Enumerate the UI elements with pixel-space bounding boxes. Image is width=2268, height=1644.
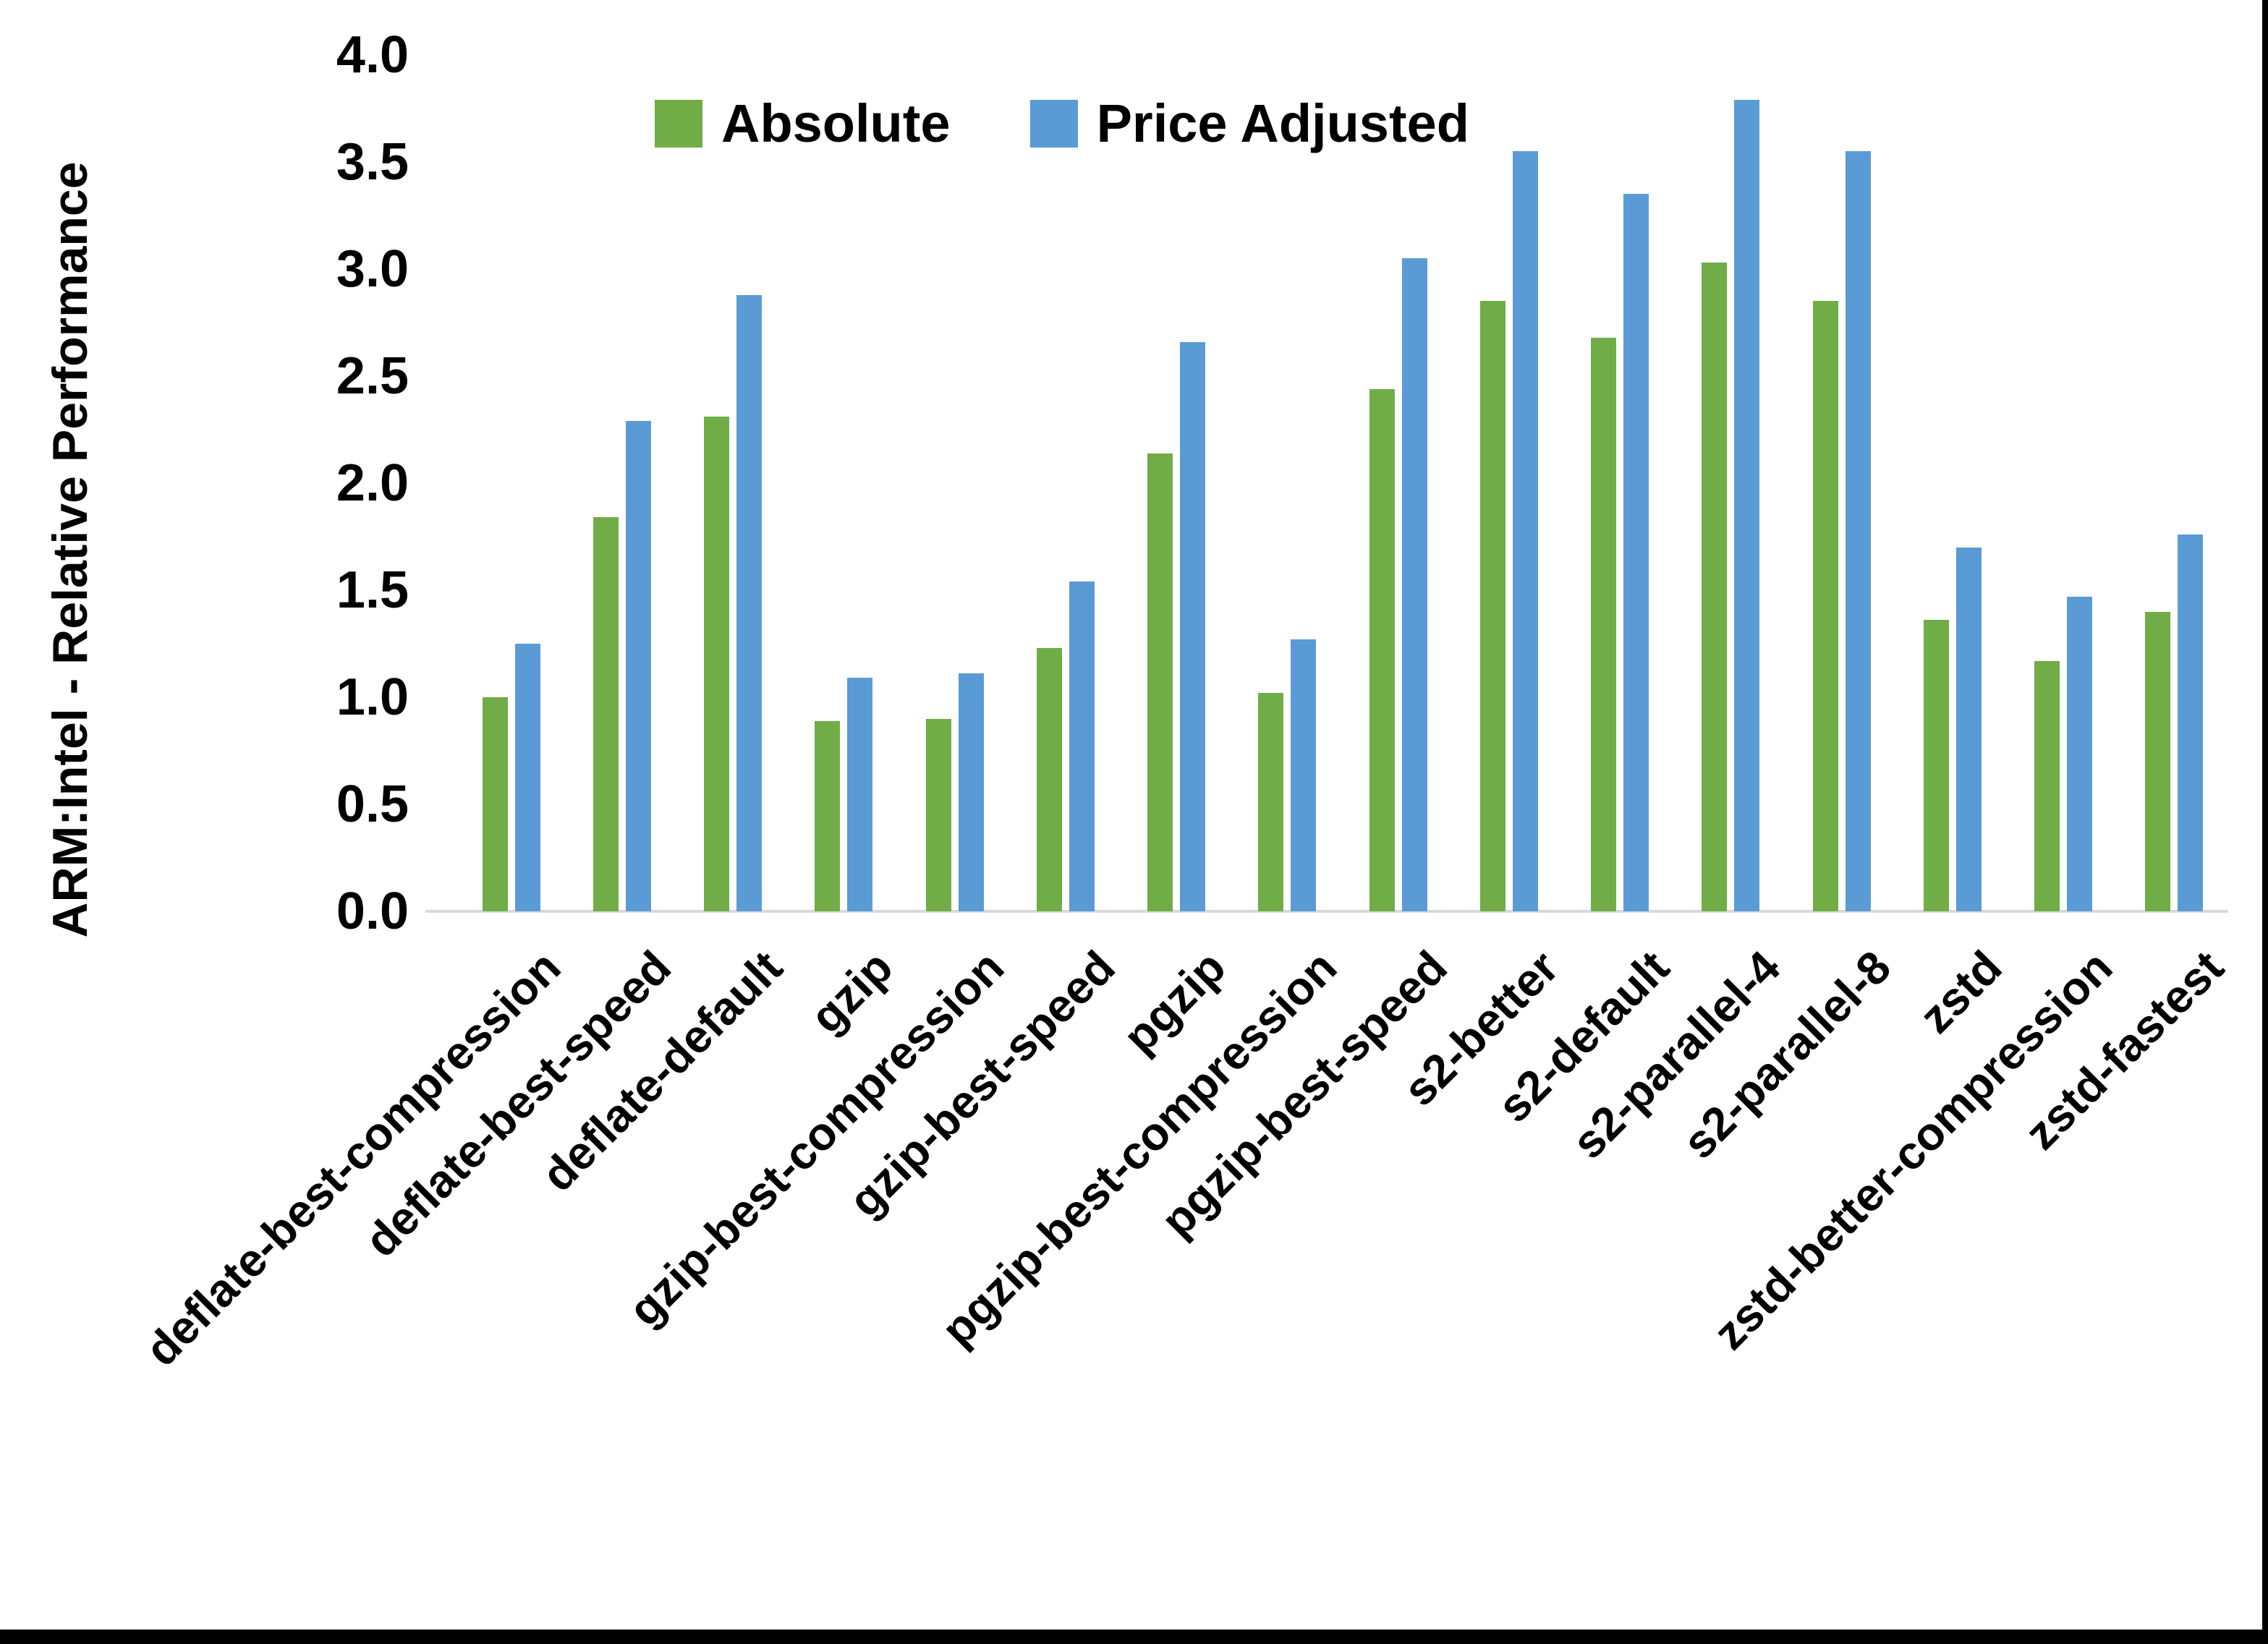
legend-label-absolute: Absolute [721, 93, 951, 153]
bar-absolute [2034, 660, 2060, 911]
y-tick-label: 2.5 [336, 347, 409, 405]
bar-price-adjusted [1180, 341, 1206, 911]
legend-swatch-absolute [655, 99, 702, 148]
bar-absolute [1479, 301, 1505, 911]
screenshot-border-right [2262, 0, 2268, 1644]
bar-group [1010, 55, 1121, 911]
bar-group [1675, 55, 1786, 911]
bar-group [2119, 55, 2230, 911]
bar-absolute [815, 720, 841, 911]
y-tick-label: 3.0 [336, 240, 409, 298]
x-axis-line [425, 910, 2228, 913]
bar-price-adjusted [958, 673, 984, 911]
bar-price-adjusted [1845, 151, 1871, 911]
bar-absolute [704, 417, 730, 911]
bar-price-adjusted [625, 421, 651, 911]
bar-price-adjusted [1955, 547, 1982, 911]
y-tick-label: 0.0 [336, 882, 409, 940]
bar-absolute [482, 697, 508, 911]
bar-group [1121, 55, 1232, 911]
bar-absolute [1258, 693, 1284, 911]
plot-area [456, 55, 2230, 911]
bar-price-adjusted [1069, 582, 1095, 911]
bar-price-adjusted [1512, 151, 1538, 911]
y-axis-title: ARM:Intel - Relative Performance [43, 161, 98, 938]
bar-absolute [2145, 611, 2171, 911]
legend-label-price-adjusted: Price Adjusted [1096, 93, 1469, 153]
bar-group [1232, 55, 1343, 911]
bar-absolute [1812, 301, 1838, 911]
bar-price-adjusted [1291, 639, 1317, 911]
legend-item-absolute: Absolute [655, 93, 951, 154]
bar-absolute [1702, 263, 1728, 911]
bar-group [1897, 55, 2008, 911]
screenshot-border-bottom [0, 1630, 2268, 1644]
y-tick-label: 1.0 [336, 668, 409, 726]
bar-group [789, 55, 899, 911]
bar-group [678, 55, 789, 911]
bar-group [1343, 55, 1453, 911]
legend-item-price-adjusted: Price Adjusted [1029, 93, 1469, 154]
y-tick-label: 3.5 [336, 133, 409, 191]
bar-absolute [1591, 337, 1617, 911]
bar-group [2008, 55, 2119, 911]
bar-price-adjusted [1623, 194, 1649, 911]
bar-price-adjusted [514, 644, 540, 911]
bar-absolute [925, 718, 951, 911]
bar-absolute [1369, 388, 1395, 911]
bar-series [456, 55, 2230, 911]
bar-price-adjusted [847, 678, 873, 911]
legend-swatch-price-adjusted [1029, 99, 1078, 148]
bar-group [899, 55, 1010, 911]
bar-price-adjusted [2178, 534, 2204, 911]
bar-price-adjusted [1734, 100, 1760, 911]
bar-group [1453, 55, 1564, 911]
bar-price-adjusted [2067, 596, 2093, 911]
bar-group [456, 55, 566, 911]
bar-group [1565, 55, 1675, 911]
y-tick-label: 2.0 [336, 454, 409, 512]
bar-absolute [1036, 647, 1062, 911]
y-tick-label: 0.5 [336, 775, 409, 833]
bar-absolute [1923, 620, 1949, 911]
bar-group [1786, 55, 1897, 911]
bar-price-adjusted [736, 294, 763, 911]
y-tick-label: 1.5 [336, 561, 409, 619]
legend: Absolute Price Adjusted [655, 93, 1469, 154]
bar-group [566, 55, 677, 911]
bar-absolute [593, 517, 619, 911]
y-tick-label: 4.0 [336, 26, 409, 84]
bar-price-adjusted [1401, 258, 1427, 911]
bar-absolute [1147, 453, 1173, 911]
